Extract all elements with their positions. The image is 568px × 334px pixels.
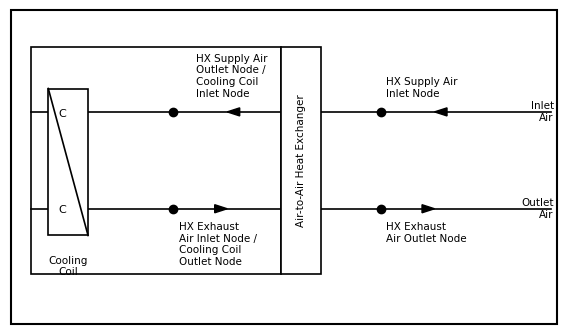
Text: HX Supply Air
Outlet Node /
Cooling Coil
Inlet Node: HX Supply Air Outlet Node / Cooling Coil… bbox=[196, 54, 268, 99]
Text: Inlet
Air: Inlet Air bbox=[531, 101, 554, 123]
Polygon shape bbox=[227, 108, 240, 116]
Bar bbox=[48, 89, 88, 235]
Polygon shape bbox=[215, 205, 227, 213]
Text: C: C bbox=[59, 205, 66, 215]
Text: HX Supply Air
Inlet Node: HX Supply Air Inlet Node bbox=[386, 77, 458, 99]
Polygon shape bbox=[422, 205, 435, 213]
Text: HX Exhaust
Air Outlet Node: HX Exhaust Air Outlet Node bbox=[386, 222, 467, 244]
Text: Cooling
Coil: Cooling Coil bbox=[48, 256, 88, 277]
Bar bbox=[281, 47, 321, 274]
Text: HX Exhaust
Air Inlet Node /
Cooling Coil
Outlet Node: HX Exhaust Air Inlet Node / Cooling Coil… bbox=[179, 222, 257, 267]
Polygon shape bbox=[435, 108, 447, 116]
Text: Air-to-Air Heat Exchanger: Air-to-Air Heat Exchanger bbox=[296, 94, 306, 227]
Bar bbox=[31, 47, 281, 274]
Text: C: C bbox=[59, 109, 66, 119]
Text: Outlet
Air: Outlet Air bbox=[521, 198, 554, 219]
